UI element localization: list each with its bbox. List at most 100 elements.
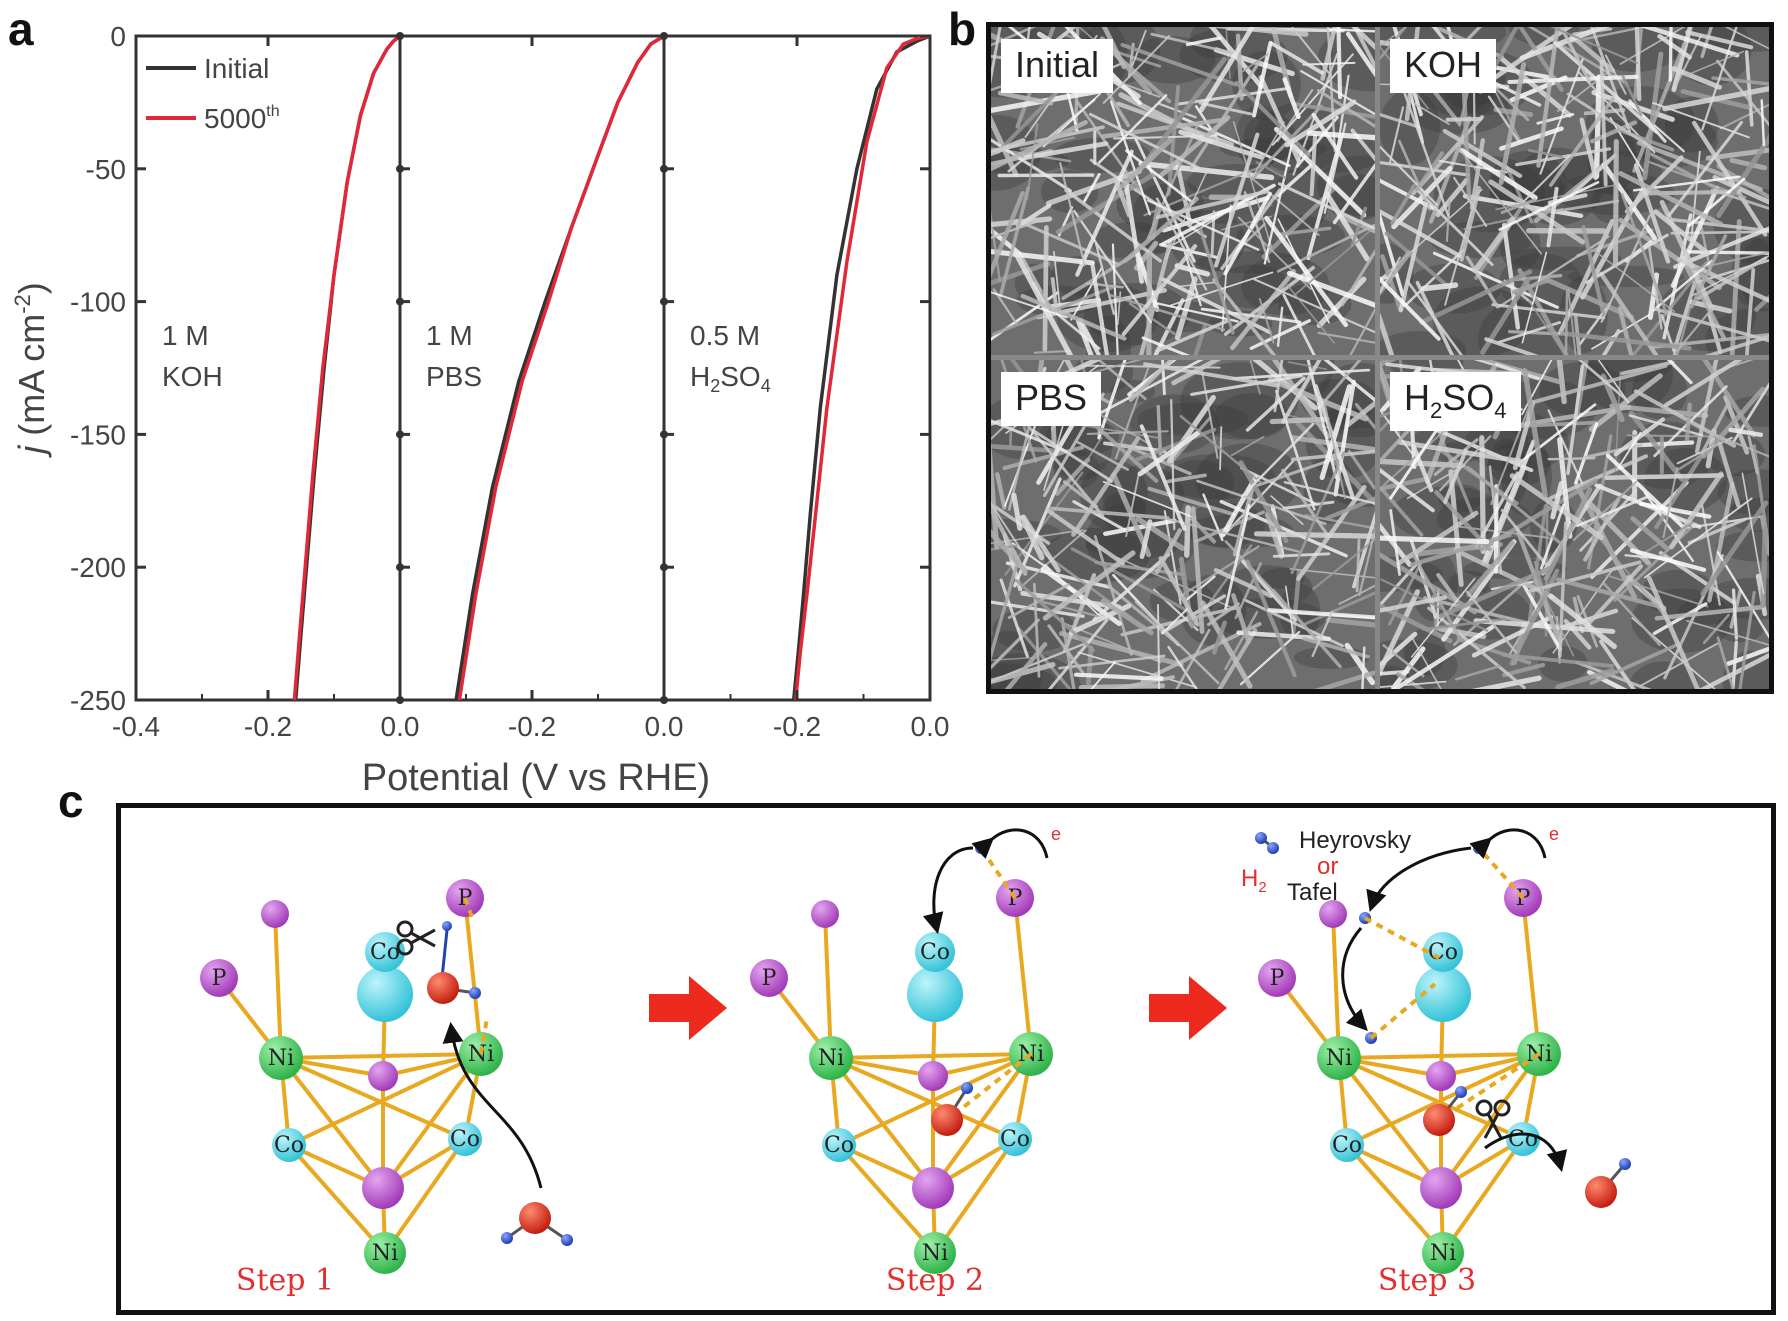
p-atom-label: P	[762, 966, 777, 991]
sem-nanowire	[1157, 115, 1231, 179]
sem-nanowire	[1253, 531, 1375, 539]
sem-nanowire	[1082, 173, 1101, 204]
sem-nanowire	[1011, 492, 1023, 531]
sem-nanowire	[1213, 47, 1295, 77]
sem-nanowire	[1653, 209, 1711, 256]
sem-nanowire	[1672, 277, 1698, 352]
y-tick-label: -50	[86, 154, 126, 185]
sem-nanowire	[1139, 56, 1227, 170]
sem-nanowire	[1566, 92, 1653, 149]
sem-nanowire	[1653, 307, 1769, 343]
sem-nanowire	[1020, 293, 1127, 341]
sem-nanowire	[1465, 590, 1518, 654]
sem-nanowire	[1673, 226, 1769, 269]
y-tick-dot	[660, 563, 668, 572]
y-tick-dot	[396, 297, 404, 306]
sem-nanowire	[1409, 532, 1512, 567]
cluster-bond	[1338, 1052, 1540, 1060]
sem-nanowire	[1380, 27, 1408, 61]
sem-nanowire	[1108, 293, 1226, 332]
scissors-icon	[1475, 1099, 1511, 1139]
sem-nanowire	[1022, 529, 1087, 586]
sem-nanowire	[1389, 106, 1405, 164]
co-atom-label: Co	[274, 1133, 304, 1158]
sem-nanowire	[1345, 400, 1375, 428]
electron-arrow-icon	[971, 828, 1049, 860]
co-atom-label: Co	[1508, 1127, 1538, 1152]
co-atom	[1330, 1128, 1364, 1162]
y-tick-dot	[396, 430, 404, 439]
sem-nanowire	[1560, 331, 1692, 351]
sem-nanowire	[1263, 138, 1295, 265]
sem-nanowire	[1459, 185, 1482, 262]
panel-b-letter: b	[948, 3, 977, 55]
sem-nanowire	[1667, 120, 1743, 217]
sem-nanowire	[1500, 508, 1550, 569]
sem-image-initial	[991, 27, 1375, 355]
sem-nanowire	[1275, 389, 1316, 511]
sem-nanowire	[1014, 218, 1121, 267]
sem-nanowire	[1243, 191, 1271, 263]
sem-nanowire	[1512, 274, 1563, 282]
sem-nanowire	[1597, 360, 1630, 403]
sem-nanowire	[1139, 519, 1153, 560]
sem-nanowire	[1224, 504, 1251, 610]
sem-nanowire	[1300, 70, 1375, 116]
sem-nanowire	[1642, 51, 1664, 181]
sem-nanowire	[1620, 192, 1668, 316]
sem-nanowire	[1089, 158, 1207, 239]
sem-nanowire	[1629, 548, 1707, 572]
h-atom	[561, 1234, 573, 1246]
co-atom	[907, 966, 963, 1022]
sem-nanowire	[1670, 186, 1720, 288]
p-atom	[918, 1061, 948, 1091]
mechanism-svg: Co Co Co Ni Ni Ni P P Step 1 Co Co Co Ni Ni Ni P Pe Step …	[200, 824, 1631, 1298]
sem-nanowire	[1458, 525, 1551, 539]
sem-nanowire	[1094, 242, 1116, 315]
sem-nanowire	[1657, 34, 1692, 60]
electrolyte-label-line2: PBS	[426, 361, 482, 392]
cluster-bond	[280, 1052, 482, 1060]
sem-nanowire	[1158, 556, 1200, 627]
sem-nanowire	[1609, 117, 1646, 175]
h2-label: H2	[1241, 865, 1267, 896]
sem-nanowire	[1546, 186, 1559, 248]
sem-nanowire	[1326, 27, 1337, 153]
p-atom-label: P	[1270, 966, 1285, 991]
sem-nanowire	[1241, 422, 1315, 498]
sem-nanowire	[991, 190, 1025, 278]
sem-nanowire	[1668, 471, 1724, 550]
sem-nanowire	[1282, 77, 1301, 120]
sem-nanowire	[1712, 174, 1769, 205]
sem-nanowire	[1093, 535, 1133, 656]
curved-arrow-icon	[1484, 1132, 1568, 1173]
sem-nanowire	[1555, 668, 1616, 689]
sem-nanowire	[1398, 139, 1431, 211]
p-atom-label: P	[1516, 886, 1531, 911]
sem-nanowire	[1165, 171, 1208, 261]
sem-shadow	[1538, 646, 1588, 682]
sem-nanowire	[1659, 199, 1715, 312]
sem-nanowire	[1114, 179, 1132, 218]
curved-arrow-icon	[1341, 927, 1368, 1032]
sem-nanowire	[1389, 509, 1401, 576]
legend-label: Initial	[204, 53, 269, 84]
sem-label-pbs: PBS	[1001, 372, 1102, 426]
ni-atom	[1317, 1036, 1361, 1080]
co-atom-label: Co	[1332, 1133, 1362, 1158]
p-atom	[362, 1167, 404, 1209]
h-atom	[961, 1082, 973, 1094]
sem-nanowire	[1223, 191, 1272, 276]
sem-nanowire	[1350, 206, 1368, 248]
sem-nanowire	[1390, 183, 1416, 226]
curved-arrow-icon	[922, 846, 974, 935]
sem-nanowire	[1618, 170, 1724, 227]
sem-nanowire	[1617, 306, 1634, 355]
sem-nanowire	[1461, 81, 1472, 200]
sem-nanowire	[1316, 89, 1375, 128]
sem-nanowire	[1323, 122, 1347, 214]
sem-nanowire	[1445, 116, 1483, 122]
ni-atom-label: Ni	[468, 1042, 494, 1067]
sem-nanowire	[1345, 31, 1375, 78]
sem-shadow	[1716, 612, 1765, 643]
